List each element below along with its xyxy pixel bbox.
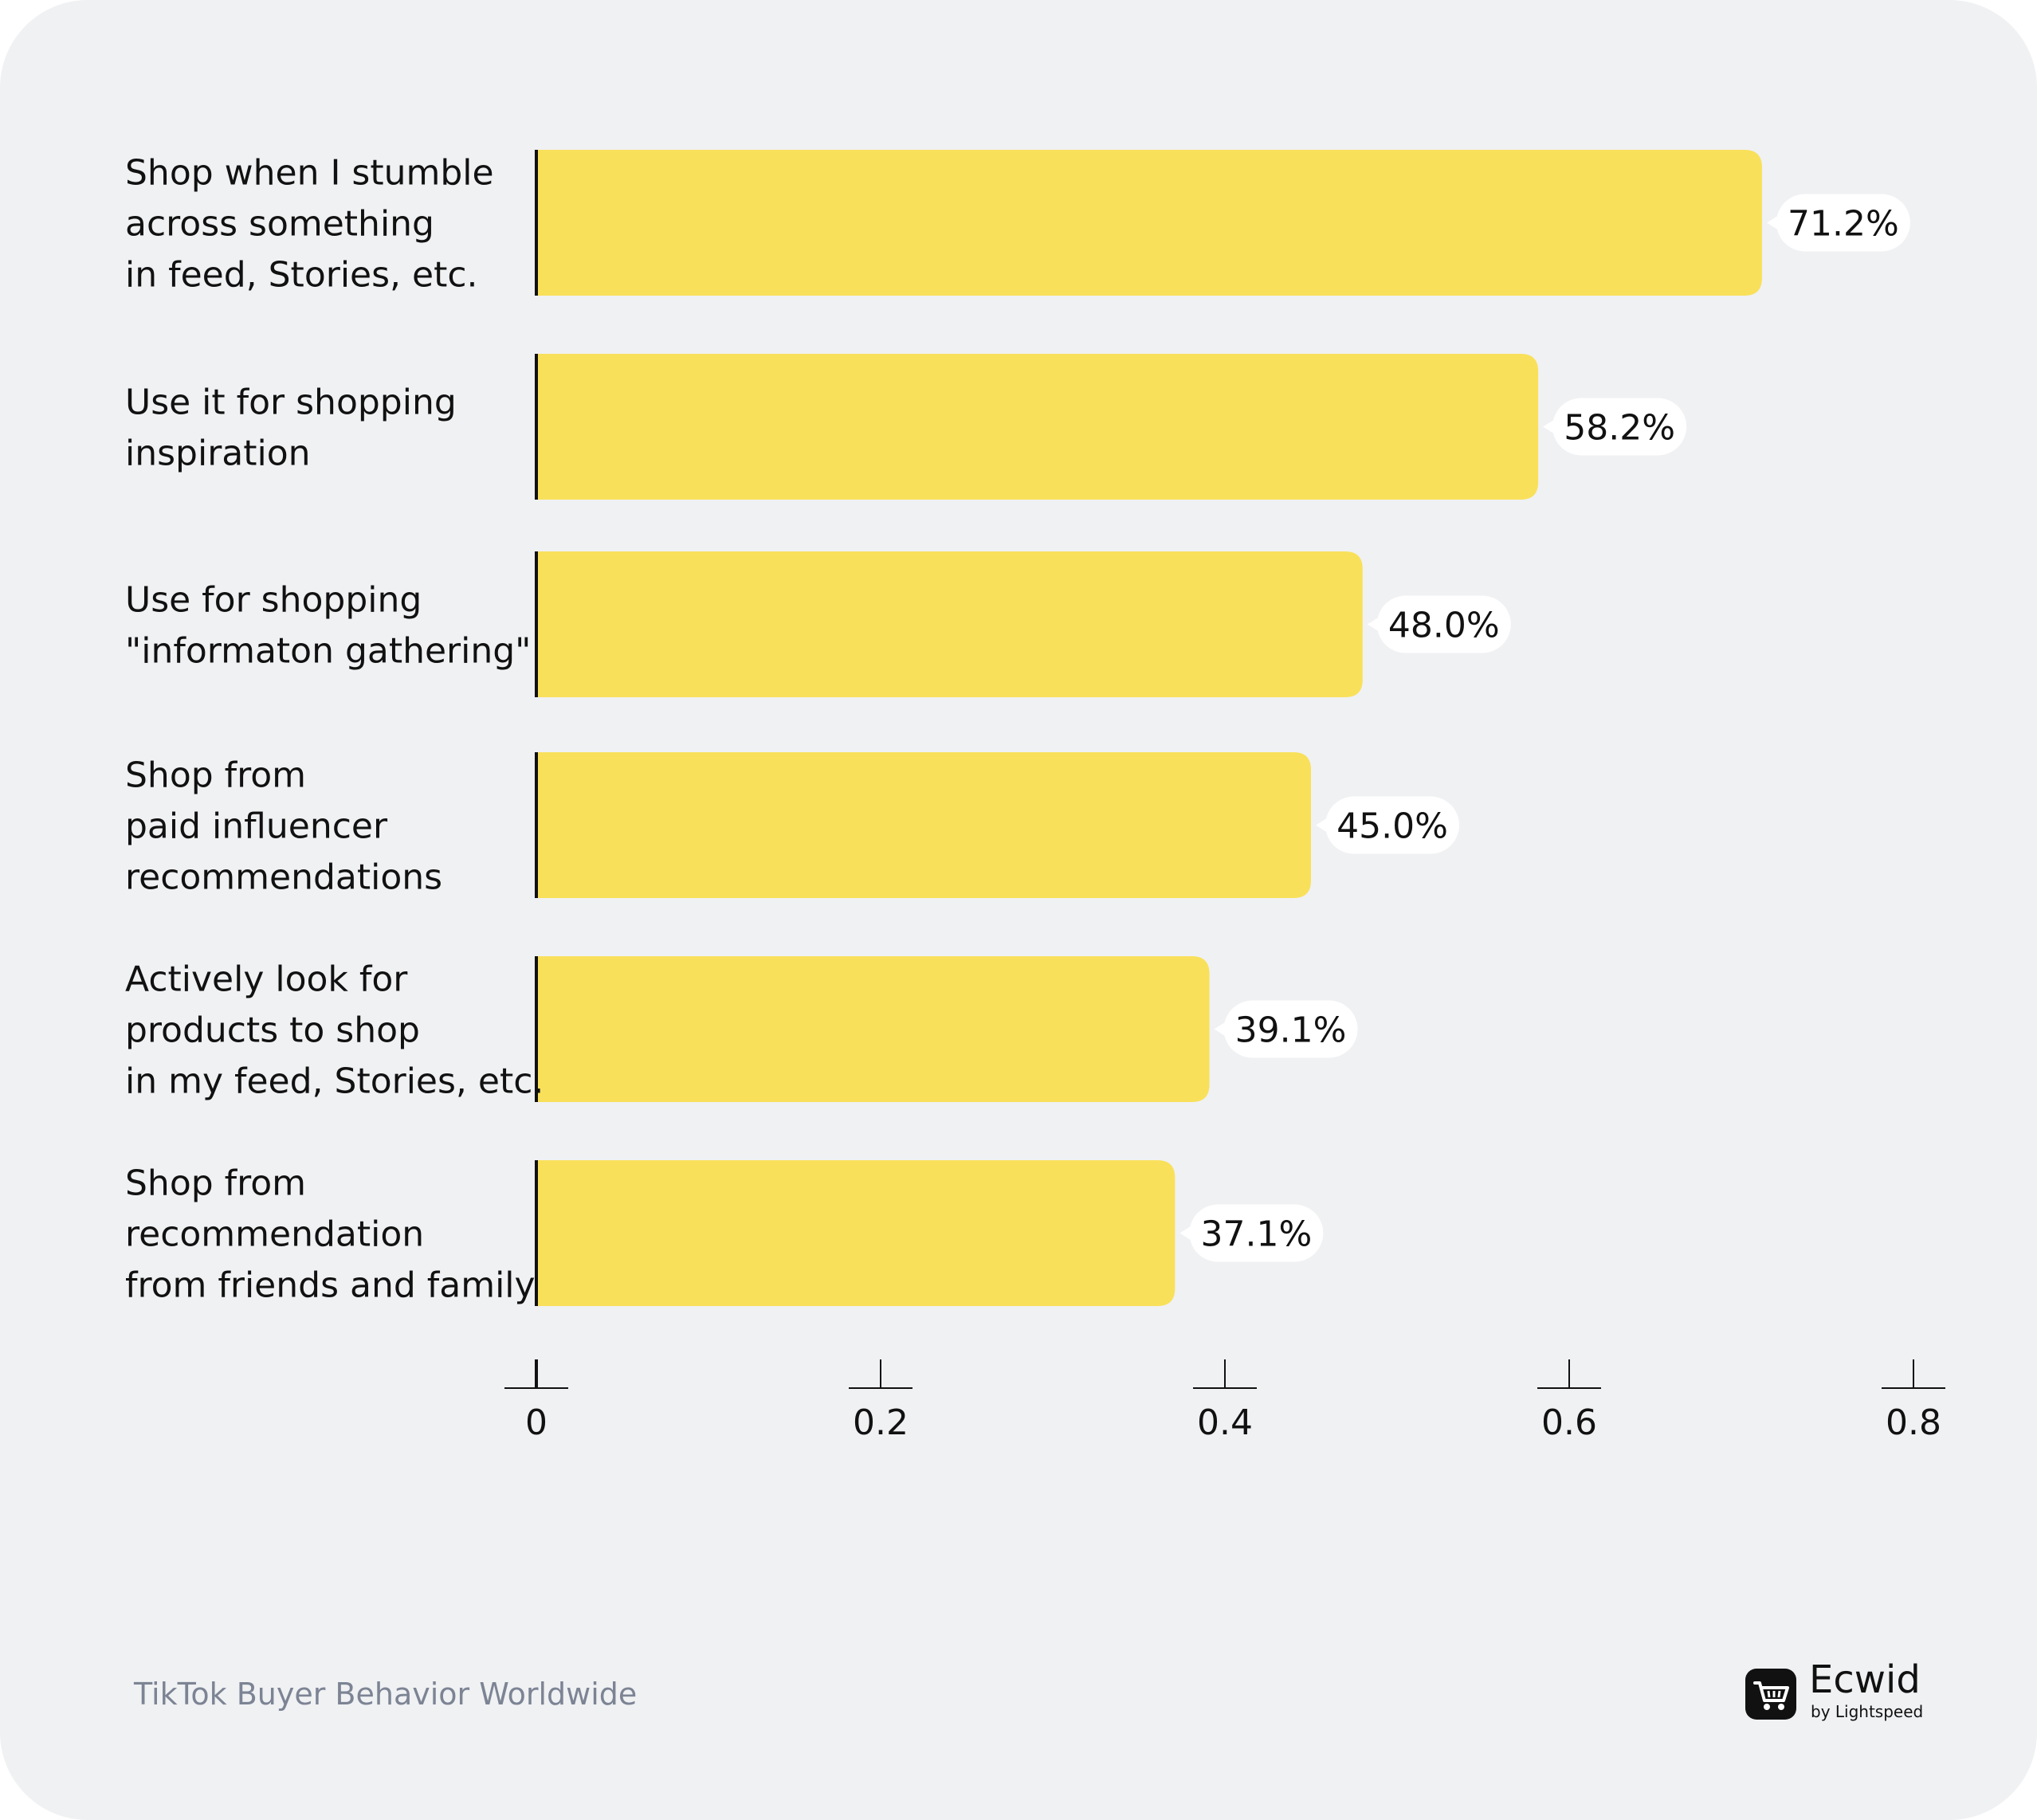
data-label-pointer-4 [1316, 817, 1329, 834]
data-label-bubble-6 [1189, 1204, 1324, 1262]
x-tick-label-5: 0.8 [1886, 1402, 1941, 1443]
data-label-bubble-5 [1223, 1000, 1358, 1058]
bar-2 [536, 354, 1539, 500]
data-label-bubble-1 [1776, 194, 1910, 252]
x-tick-label-3: 0.4 [1197, 1402, 1253, 1443]
data-label-2: 58.2% [1564, 408, 1675, 449]
chart-source-title: TikTok Buyer Behavior Worldwide [134, 1677, 638, 1712]
bar-1 [536, 150, 1762, 296]
logo-tagline: by Lightspeed [1811, 1702, 1924, 1721]
data-label-pointer-2 [1543, 418, 1556, 435]
data-label-3: 48.0% [1388, 606, 1500, 646]
data-label-6: 37.1% [1200, 1214, 1312, 1255]
logo-wordmark: Ecwid [1809, 1657, 1921, 1702]
category-label-4: Shop from paid influencer recommendations [125, 755, 442, 897]
x-tick-label-1: 0 [525, 1402, 548, 1443]
bar-3 [536, 551, 1363, 697]
data-label-pointer-6 [1179, 1225, 1193, 1241]
data-label-bubble-3 [1376, 595, 1511, 653]
category-label-5: Actively look for products to shop in my f… [125, 959, 544, 1101]
bar-4 [536, 752, 1311, 898]
category-label-1: Shop when I stumble across something in fe… [125, 152, 494, 295]
category-label-3: Use for shopping "informaton gathering" [125, 579, 531, 671]
data-label-bubble-4 [1325, 796, 1459, 854]
x-tick-label-2: 0.2 [853, 1402, 909, 1443]
data-label-bubble-2 [1552, 398, 1687, 456]
data-label-pointer-3 [1367, 616, 1380, 633]
bar-6 [536, 1160, 1175, 1306]
category-label-6: Shop from recommendation from friends and … [125, 1163, 536, 1305]
category-label-2: Use it for shopping inspiration [125, 382, 457, 473]
data-label-5: 39.1% [1235, 1010, 1347, 1051]
bar-5 [536, 956, 1210, 1102]
data-label-pointer-5 [1214, 1021, 1227, 1037]
data-label-4: 45.0% [1336, 806, 1448, 847]
x-tick-label-4: 0.6 [1541, 1402, 1597, 1443]
data-label-pointer-1 [1766, 214, 1780, 231]
data-label-1: 71.2% [1788, 204, 1899, 245]
ecwid-logo: Ecwid by Lightspeed [1745, 1657, 1937, 1721]
shopping-cart-icon [1745, 1669, 1796, 1720]
